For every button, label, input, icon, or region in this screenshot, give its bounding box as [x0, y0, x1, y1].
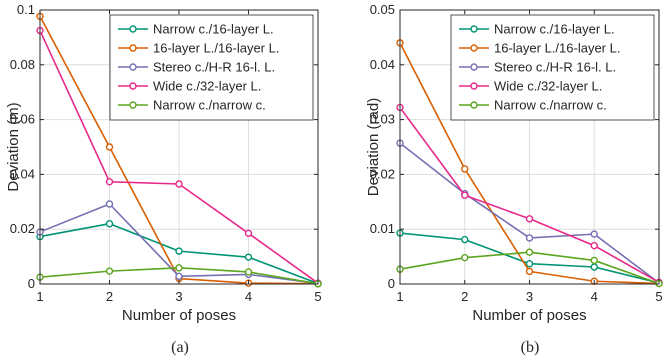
- data-point: [175, 180, 183, 188]
- x-tick-label: 4: [591, 289, 598, 304]
- y-tick-label: 0.05: [370, 2, 395, 17]
- data-point: [525, 248, 534, 256]
- legend: Narrow c./16-layer L. 16-layer L./16-laye…: [450, 14, 655, 121]
- data-point: [175, 264, 183, 272]
- legend-marker: [129, 101, 137, 109]
- data-point: [525, 215, 534, 223]
- chart-panel-a: 0 0.02 0.04 0.06 0.08 0.1 1 2 3 4 5 Number of poses…: [5, 2, 322, 356]
- legend-entry: Stereo c./H-R 16-l. L.: [153, 60, 275, 75]
- legend-marker: [129, 25, 137, 33]
- y-tick-label: 0.1: [17, 2, 35, 17]
- data-point: [175, 247, 183, 255]
- legend-entry: Narrow c./16-layer L.: [153, 22, 274, 37]
- x-tick-label: 1: [36, 289, 43, 304]
- x-tick-label: 1: [396, 289, 403, 304]
- x-tick-label: 2: [106, 289, 113, 304]
- legend-marker: [470, 82, 478, 90]
- y-tick-label: 0.08: [10, 57, 35, 72]
- y-tick-label: 0.02: [10, 221, 35, 236]
- legend-entry: Narrow c./narrow c.: [494, 98, 607, 113]
- x-axis-label: Number of poses: [472, 307, 586, 324]
- data-point: [105, 220, 114, 228]
- x-tick-label: 4: [245, 289, 252, 304]
- legend-marker: [470, 63, 478, 71]
- y-tick-label: 0.06: [10, 112, 35, 127]
- data-point: [105, 267, 114, 275]
- chart-panel-b: 0 0.01 0.02 0.03 0.04 0.05 1 2 3 4 5 Number of pose…: [365, 2, 663, 356]
- y-axis-label: Deviation (rad): [365, 98, 382, 196]
- y-tick-label: 0.04: [10, 166, 35, 181]
- data-point: [105, 143, 114, 151]
- x-tick-label: 5: [314, 289, 321, 304]
- legend-marker: [129, 82, 137, 90]
- data-point: [461, 165, 469, 173]
- data-point: [105, 178, 114, 186]
- legend-marker: [470, 101, 478, 109]
- data-point: [590, 263, 598, 271]
- legend-entry: 16-layer L./16-layer L.: [153, 41, 279, 56]
- data-point: [525, 267, 534, 276]
- legend-marker: [470, 25, 478, 33]
- data-point: [461, 235, 469, 244]
- legend-entry: Narrow c./16-layer L.: [494, 22, 615, 37]
- data-point: [461, 253, 469, 262]
- data-point: [590, 230, 598, 238]
- y-axis-label: Deviation (m): [5, 102, 22, 191]
- legend-entry: Narrow c./narrow c.: [153, 98, 266, 113]
- panel-caption: (a): [171, 339, 189, 356]
- data-point: [244, 253, 253, 261]
- x-tick-label: 3: [526, 289, 533, 304]
- data-point: [525, 234, 534, 242]
- y-tick-label: 0.04: [370, 57, 395, 72]
- x-axis-label: Number of poses: [122, 307, 236, 324]
- legend: Narrow c./16-layer L. 16-layer L./16-laye…: [109, 14, 314, 121]
- x-tick-label: 3: [175, 289, 182, 304]
- legend-marker: [129, 63, 137, 71]
- legend-marker: [129, 44, 137, 52]
- legend-entry: Wide c./32-layer L.: [153, 79, 261, 94]
- y-tick-label: 0.02: [370, 166, 395, 181]
- legend-entry: Stereo c./H-R 16-l. L.: [494, 60, 616, 75]
- data-point: [590, 256, 598, 265]
- y-tick-label: 0.03: [370, 112, 395, 127]
- x-tick-label: 5: [655, 289, 662, 304]
- data-point: [105, 200, 114, 208]
- x-tick-label: 2: [461, 289, 468, 304]
- data-point: [461, 191, 469, 199]
- y-tick-label: 0.01: [370, 221, 395, 236]
- panel-caption: (b): [521, 339, 540, 356]
- data-point: [244, 268, 253, 276]
- legend-entry: Wide c./32-layer L.: [494, 79, 602, 94]
- legend-marker: [470, 44, 478, 52]
- y-tick-label: 0: [28, 276, 35, 291]
- legend-entry: 16-layer L./16-layer L.: [494, 41, 620, 56]
- data-point: [244, 229, 253, 238]
- data-point: [590, 241, 598, 250]
- y-tick-label: 0: [388, 276, 395, 291]
- data-point: [525, 260, 534, 268]
- data-point: [175, 272, 183, 281]
